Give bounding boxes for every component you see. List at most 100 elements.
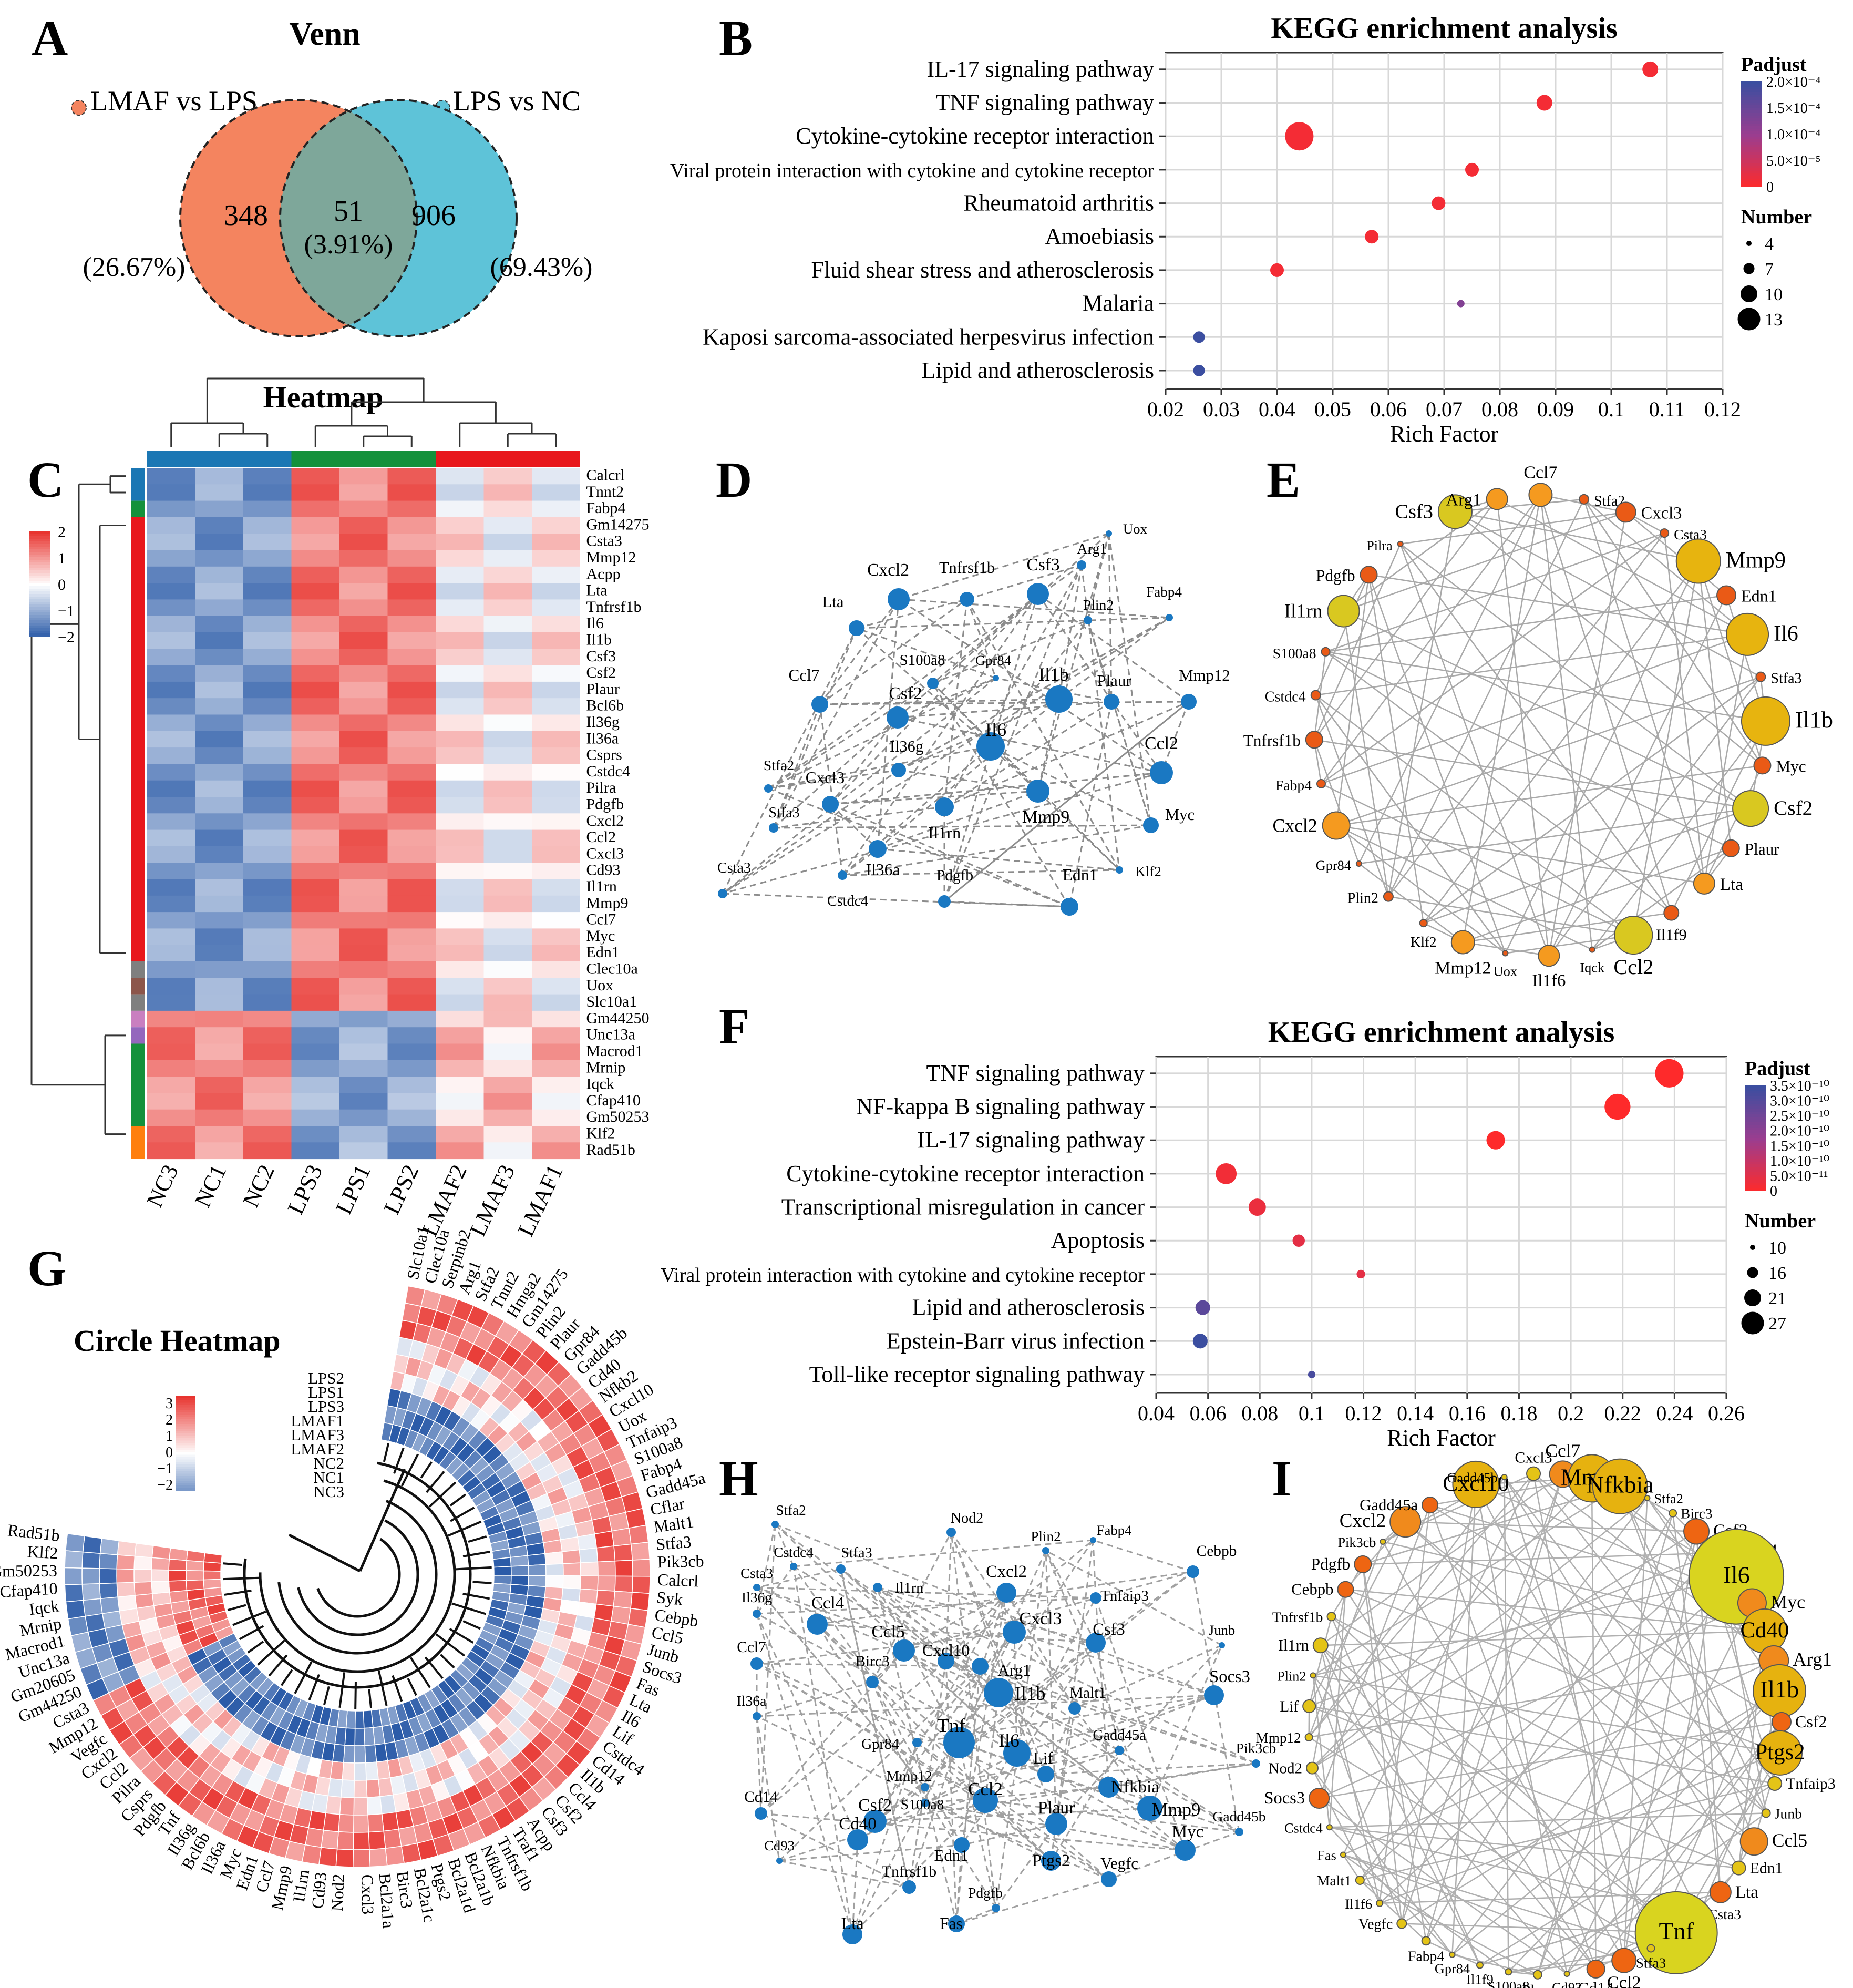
network-edge [1092, 1540, 1097, 1598]
kegg-xlabel: Rich Factor [1390, 421, 1499, 447]
heatmap-scale-segment [29, 589, 50, 592]
heatmap-cell [291, 1027, 340, 1044]
legend-size-dot [1747, 1267, 1758, 1278]
panel-label-h: H [719, 1450, 758, 1507]
network-node [984, 1678, 1013, 1707]
circle-heatmap-scale-segment [176, 1459, 195, 1462]
heatmap-row-group-bar [131, 1027, 145, 1044]
network-edge [773, 704, 821, 828]
kegg-pathway-label: Rheumatoid arthritis [963, 190, 1154, 216]
heatmap-cell [291, 1043, 340, 1061]
circle-heatmap-gene-label: Syk [656, 1587, 684, 1609]
legend-color-bar-segment [1741, 160, 1762, 163]
network-edge [1345, 1589, 1780, 1754]
heatmap-cell [147, 780, 195, 797]
circle-heatmap-cell [595, 1590, 615, 1607]
legend-color-bar-segment [1741, 126, 1762, 129]
network-edge [756, 1715, 1052, 1862]
network-edge [908, 1787, 926, 1888]
network-node-label: S100a8 [901, 1796, 944, 1812]
heatmap-cell [436, 550, 484, 567]
heatmap-cell [339, 961, 388, 978]
heatmap-cell [147, 1010, 195, 1028]
legend-color-bar-segment [1745, 1180, 1766, 1183]
network-edge [722, 617, 1170, 895]
heatmap-cell [147, 978, 195, 995]
network-edge [1533, 1473, 1775, 1661]
legend-color-bar-segment [1745, 1183, 1766, 1186]
heatmap-cell [339, 583, 388, 600]
heatmap-cell [532, 484, 580, 501]
heatmap-cell [339, 1043, 388, 1061]
heatmap-cell [532, 1077, 580, 1093]
circle-heatmap-cell [544, 1551, 564, 1565]
circle-heatmap-cell [99, 1538, 120, 1555]
legend-size-label: 10 [1765, 285, 1783, 304]
kegg-pathway-label: Apoptosis [1051, 1227, 1145, 1253]
legend-color-bar-segment [1745, 1138, 1766, 1141]
legend-color-bar-segment [1745, 1099, 1766, 1102]
heatmap-scale-segment [29, 560, 50, 563]
heatmap-scale-segment [29, 568, 50, 571]
circle-dendrogram-arc [277, 1500, 438, 1655]
network-edge [1360, 1879, 1538, 1975]
network-edge [1583, 499, 1705, 884]
heatmap-cell [147, 468, 195, 485]
network-edge [1315, 574, 1370, 696]
circle-heatmap-cell [611, 1528, 632, 1546]
network-edge [1358, 807, 1751, 865]
heatmap-cell [243, 468, 292, 485]
heatmap-cell [436, 912, 484, 929]
heatmap-cell [291, 714, 340, 732]
circle-dendrogram-arc [243, 1461, 472, 1689]
circle-heatmap-cell [343, 1745, 355, 1764]
network-node-label: Gpr84 [975, 652, 1011, 668]
legend-color-bar-segment [1745, 1093, 1766, 1097]
heatmap-cell [291, 846, 340, 863]
legend-color-bar-segment [1741, 155, 1762, 158]
heatmap-scale-segment [29, 615, 50, 618]
circle-dendrogram-line [223, 1576, 259, 1581]
circle-heatmap-cell [492, 1557, 512, 1568]
heatmap-cell [291, 1126, 340, 1143]
heatmap-cell [147, 1126, 195, 1143]
heatmap-cell [339, 747, 388, 764]
circle-heatmap-gene-label: Calcrl [657, 1570, 699, 1591]
heatmap-cell [243, 616, 292, 633]
kegg-xtick-label: 0.1 [1299, 1401, 1325, 1425]
network-node-label: Arg1 [997, 1661, 1031, 1679]
network-edge [1399, 544, 1672, 914]
network-node-label: Il36g [890, 737, 923, 755]
heatmap-cell [483, 681, 532, 699]
circle-dendrogram-line [223, 1562, 242, 1566]
legend-color-bar-segment [1745, 1146, 1766, 1149]
circle-heatmap-row-label: LMAF2 [291, 1440, 344, 1458]
network-edge [1325, 651, 1672, 914]
circle-heatmap-cell [65, 1533, 85, 1553]
circle-heatmap-scale-tick: −1 [157, 1461, 173, 1477]
network-edge [1331, 1616, 1755, 1842]
heatmap-cell [243, 994, 292, 1011]
network-node-label: Tnfrsf1b [1272, 1608, 1323, 1625]
circle-dendrogram-line [451, 1602, 487, 1615]
network-edge [1359, 1498, 1648, 1881]
heatmap-gene-label: Il1rn [586, 878, 617, 895]
circle-heatmap-scale-segment [176, 1436, 195, 1439]
network-edge [760, 1524, 776, 1814]
network-node [1340, 1851, 1346, 1858]
heatmap-cell [291, 500, 340, 518]
heatmap-cell [483, 928, 532, 946]
kegg-xtick-label: 0.04 [1138, 1401, 1175, 1425]
network-node-label: Cxcl3 [806, 768, 845, 787]
network-edge [840, 1568, 946, 1662]
legend-color-bar-segment [1741, 110, 1762, 114]
circle-heatmap-cell [342, 1762, 355, 1781]
circle-dendrogram-root [358, 1468, 406, 1572]
heatmap-gene-label: Il36a [586, 730, 619, 747]
network-edge [756, 1586, 1096, 1599]
heatmap-cell [243, 1027, 292, 1044]
heatmap-cell [339, 994, 388, 1011]
network-edge [1037, 593, 1162, 773]
heatmap-cell [195, 879, 244, 896]
kegg-xtick-label: 0.06 [1370, 397, 1407, 421]
